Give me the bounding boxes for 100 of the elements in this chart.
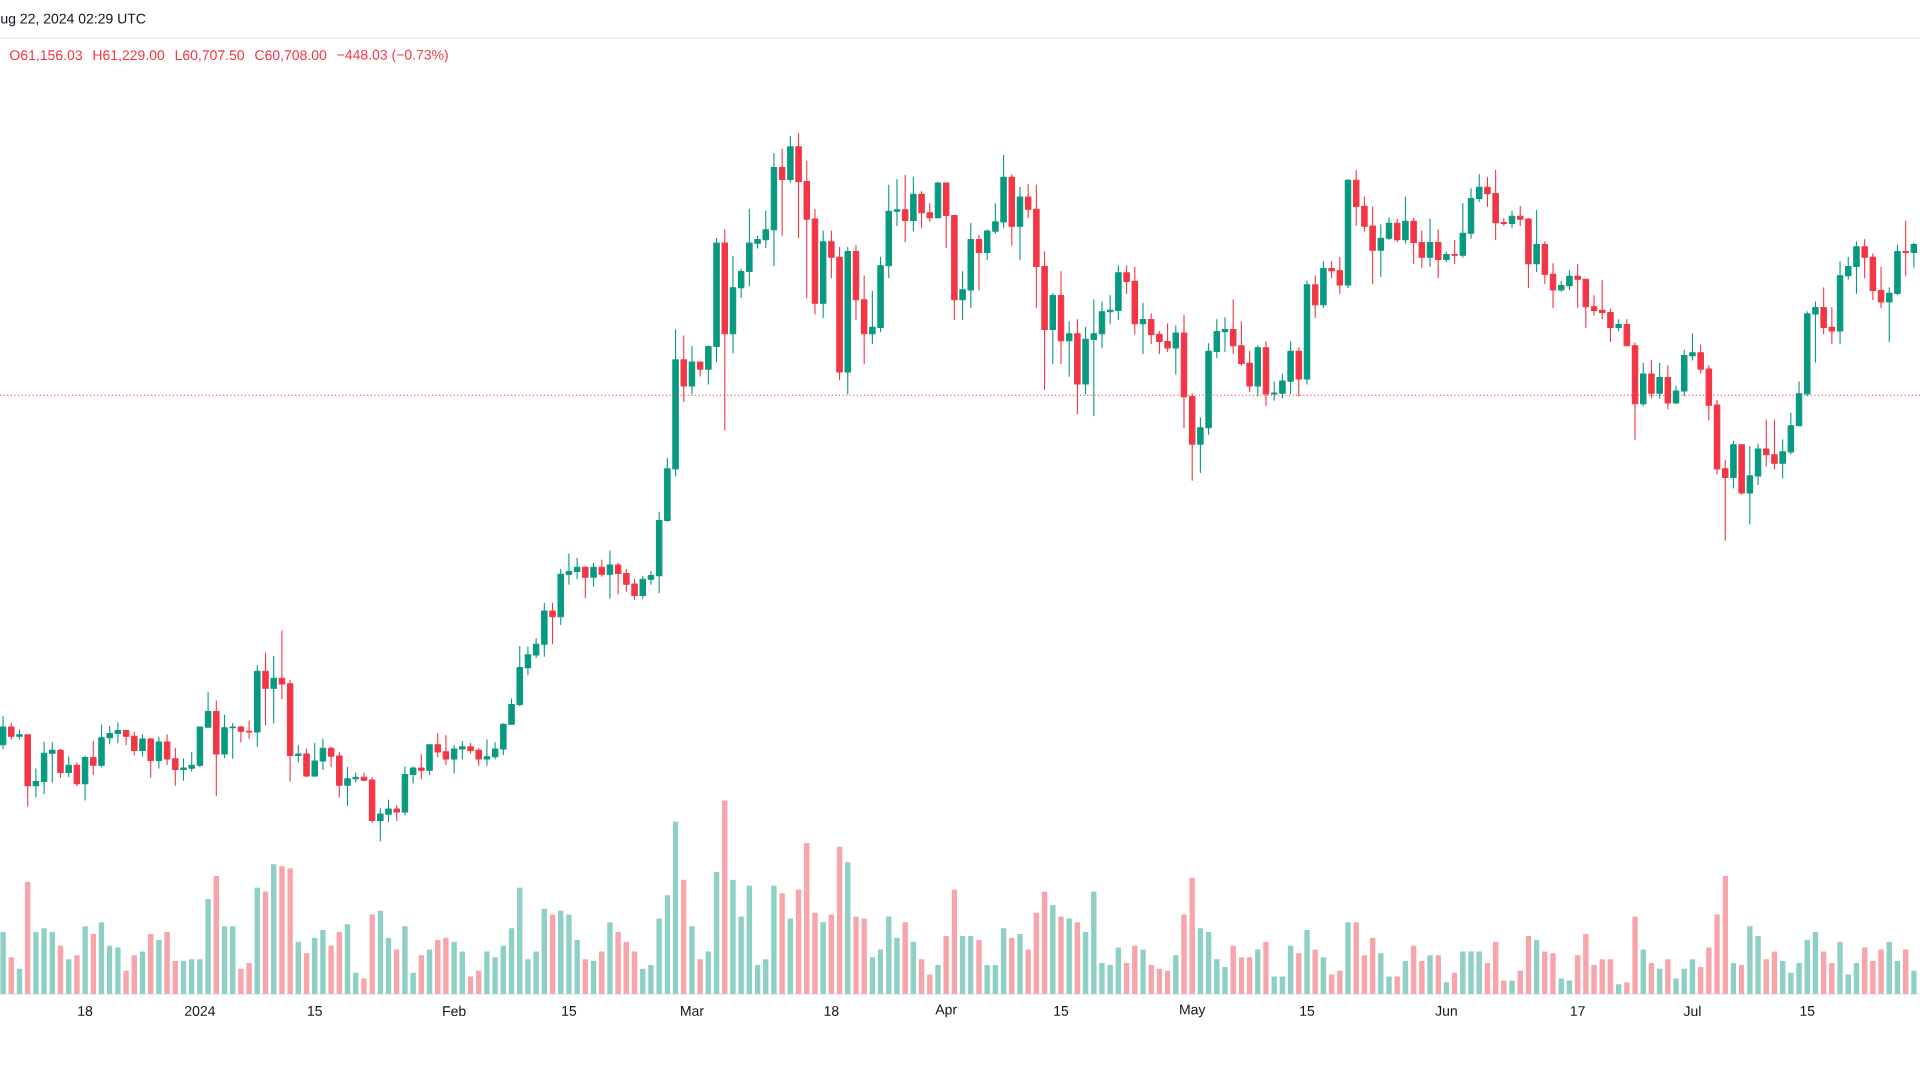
candlestick xyxy=(1057,270,1065,364)
candlestick xyxy=(893,178,901,227)
bar xyxy=(1394,976,1400,994)
x-tick-label: 15 xyxy=(1800,1006,1815,1016)
bar xyxy=(1025,949,1031,994)
bar xyxy=(1763,959,1769,994)
bar xyxy=(1484,963,1491,994)
bar xyxy=(1722,875,1728,994)
candlestick xyxy=(1746,445,1754,525)
candlestick xyxy=(1434,229,1442,279)
bar xyxy=(787,918,794,994)
x-tick-label: 17 xyxy=(1570,1006,1585,1016)
bar xyxy=(648,964,654,994)
candlestick xyxy=(336,752,343,798)
bar xyxy=(484,951,490,994)
bar xyxy=(877,949,884,994)
candlestick xyxy=(1311,275,1319,318)
candlestick xyxy=(254,664,261,747)
bar xyxy=(861,918,867,994)
bar xyxy=(1140,949,1146,994)
bar xyxy=(1115,947,1122,994)
candlestick xyxy=(688,345,696,395)
x-tick-label: 18 xyxy=(824,1006,839,1016)
bar xyxy=(1246,957,1253,994)
bar xyxy=(459,951,466,994)
bar xyxy=(943,935,949,994)
candlestick xyxy=(196,726,204,768)
bar xyxy=(1402,961,1409,994)
bar xyxy=(1082,932,1089,994)
bar xyxy=(1230,945,1236,994)
bar xyxy=(1173,955,1179,994)
bar xyxy=(631,951,638,994)
candlestick xyxy=(1385,217,1393,241)
candlestick xyxy=(245,720,253,739)
bar xyxy=(869,957,876,994)
candlestick xyxy=(647,570,655,585)
candlestick xyxy=(639,575,647,599)
bar xyxy=(886,916,892,994)
bar xyxy=(492,957,498,994)
candlestick xyxy=(163,734,171,766)
candlestick xyxy=(1049,292,1057,364)
x-tick-label: Apr xyxy=(935,1004,957,1018)
text: H61,229.00 xyxy=(93,50,165,62)
candlestick xyxy=(1500,217,1508,227)
candlestick xyxy=(1516,205,1524,227)
bar xyxy=(1591,964,1597,994)
candlestick xyxy=(1139,302,1147,355)
bar xyxy=(640,968,646,994)
candlestick xyxy=(1525,217,1532,289)
candlestick xyxy=(1008,173,1016,246)
bar xyxy=(1312,949,1318,994)
bar xyxy=(738,916,744,994)
candlestick xyxy=(1172,325,1180,375)
candlestick xyxy=(49,742,56,783)
bar xyxy=(213,875,220,994)
bar xyxy=(377,910,384,994)
bar xyxy=(1066,918,1072,994)
bar xyxy=(1845,974,1851,994)
candlestick xyxy=(8,722,15,740)
bar xyxy=(607,922,613,994)
bar xyxy=(1624,982,1630,994)
candlestick xyxy=(286,679,294,782)
bar xyxy=(82,926,88,994)
candlestick xyxy=(1639,362,1647,407)
bar xyxy=(1878,949,1884,994)
x-tick-label: 18 xyxy=(78,1006,93,1016)
bar xyxy=(1706,947,1712,994)
bar xyxy=(1689,959,1696,994)
bar xyxy=(1132,945,1138,994)
candlestick xyxy=(729,256,737,354)
bar xyxy=(74,955,80,994)
bar xyxy=(1738,964,1745,994)
candlestick xyxy=(418,754,425,780)
candlestick xyxy=(1098,301,1106,349)
bar xyxy=(1427,955,1433,994)
bar xyxy=(549,914,556,994)
bar xyxy=(1550,953,1556,994)
candlestick xyxy=(368,776,376,824)
candlestick xyxy=(852,244,860,321)
candlestick xyxy=(426,744,433,776)
bar xyxy=(1353,922,1359,994)
bar xyxy=(361,978,367,994)
bar xyxy=(623,941,630,994)
bar xyxy=(271,864,277,994)
bar xyxy=(656,918,662,994)
bar xyxy=(0,932,6,994)
bar xyxy=(180,961,187,994)
bar xyxy=(1369,937,1376,994)
bar xyxy=(164,932,170,994)
bar xyxy=(1673,978,1679,994)
candlestick xyxy=(237,725,245,743)
bar xyxy=(90,933,96,994)
bar xyxy=(1287,945,1294,994)
candlestick xyxy=(1861,239,1868,279)
bar xyxy=(722,800,728,994)
candlestick xyxy=(1828,306,1836,345)
bar xyxy=(98,922,105,994)
bar xyxy=(49,932,55,994)
candlestick xyxy=(1402,196,1409,244)
bar xyxy=(795,889,802,994)
